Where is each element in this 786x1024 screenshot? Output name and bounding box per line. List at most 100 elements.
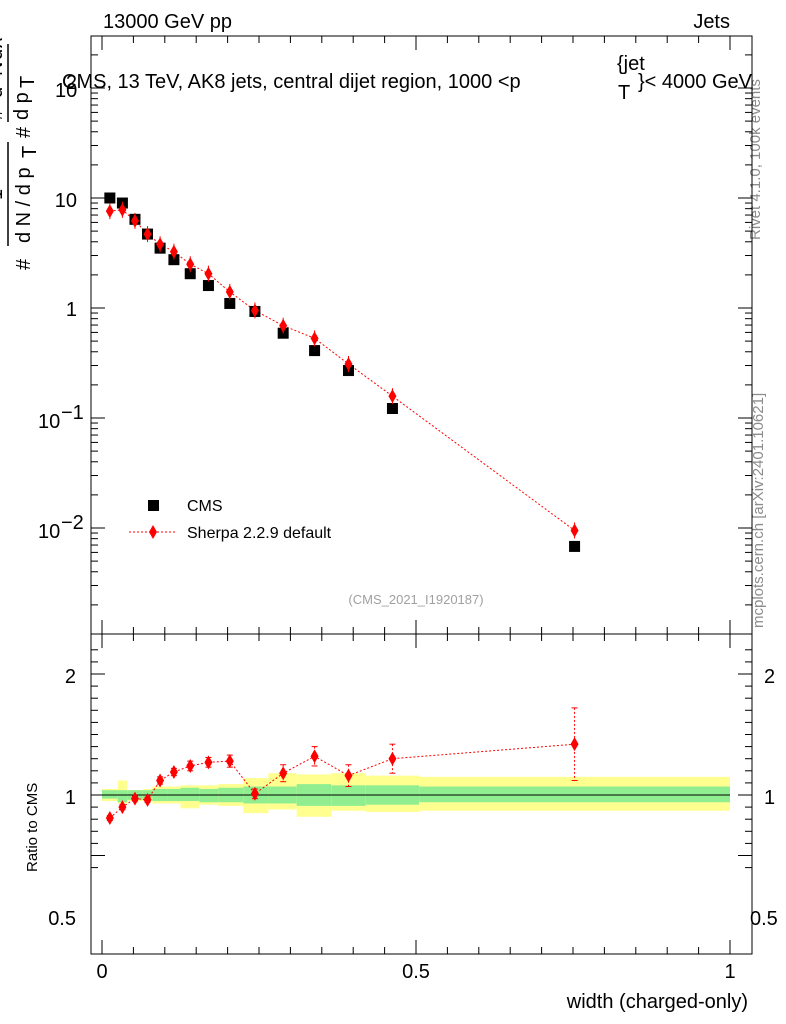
- ratio-band-inner: [117, 790, 128, 803]
- ratio-data-point: [204, 755, 213, 770]
- ratio-data-point: [169, 765, 178, 780]
- y-tick-label-0.1: 10 −1: [38, 402, 84, 433]
- svg-text:N: N: [0, 62, 7, 76]
- ratio-y-tick-label-right-1: 1: [764, 787, 775, 809]
- mc-data-point: [105, 204, 114, 219]
- mc-data-point: [130, 213, 139, 228]
- legend-data-label: CMS: [187, 498, 223, 515]
- svg-text:T: T: [19, 146, 41, 158]
- ratio-data-point: [156, 773, 165, 788]
- y-tick-label-10: 10: [55, 190, 77, 212]
- svg-text:1: 1: [0, 189, 7, 200]
- ratio-x-ticks: [101, 634, 731, 954]
- main-y-ticks: [91, 54, 752, 606]
- energy-label: 13000 GeV pp: [103, 11, 232, 33]
- mcplots-label: mcplots.cern.ch [arXiv:2401.10621]: [750, 393, 767, 628]
- mc-data-point: [169, 244, 178, 259]
- mc-data-point: [225, 284, 234, 299]
- plot-title: CMS, 13 TeV, AK8 jets, central dijet reg…: [62, 53, 753, 104]
- main-frame: [90, 35, 753, 635]
- mc-data-point: [388, 389, 397, 404]
- svg-text:#: #: [13, 258, 35, 270]
- svg-text:#: #: [13, 126, 35, 138]
- ratio-y-tick-label-2: 2: [65, 666, 76, 688]
- mc-data-point: [344, 356, 353, 371]
- svg-text:d N / d p: d N / d p: [13, 167, 35, 243]
- cms-data-point: [569, 540, 581, 552]
- main-y-axis-label: # d N / d p T 1 # d p T # d 2 N d λ: [0, 38, 41, 270]
- ratio-data-point: [130, 791, 139, 806]
- mc-data-point: [204, 266, 213, 281]
- ratio-band-inner: [102, 790, 118, 799]
- ratio-data-point: [118, 800, 127, 815]
- cms-data-point: [224, 297, 236, 309]
- ratio-y-tick-label-right-2: 2: [764, 666, 775, 688]
- ratio-y-tick-label-0.5: 0.5: [48, 908, 76, 930]
- ratio-y-tick-label-right-0.5: 0.5: [750, 908, 778, 930]
- legend: CMS Sherpa 2.2.9 default: [129, 498, 332, 542]
- legend-data-marker: [148, 500, 159, 511]
- mc-data-point: [186, 257, 195, 272]
- svg-text:−2: −2: [61, 512, 84, 534]
- ratio-data-point: [388, 751, 397, 766]
- ratio-marks: [105, 707, 579, 825]
- legend-mc-marker: [149, 525, 157, 539]
- ratio-y-axis-label: Ratio to CMS: [24, 783, 41, 872]
- cms-data-point: [309, 345, 321, 357]
- svg-text:T: T: [17, 76, 39, 88]
- ratio-band-inner: [199, 788, 219, 803]
- svg-text:10: 10: [38, 521, 60, 543]
- ratio-data-point: [250, 786, 259, 801]
- ratio-y-ticks: [91, 649, 752, 869]
- mc-data-point: [310, 331, 319, 346]
- ratio-y-tick-label-1: 1: [65, 787, 76, 809]
- ratio-band-inner: [331, 785, 366, 806]
- mc-data-point: [143, 227, 152, 242]
- ratio-data-point: [344, 768, 353, 783]
- ratio-frame: [90, 633, 753, 955]
- ratio-data-point: [143, 792, 152, 807]
- ratio-data-point: [310, 749, 319, 764]
- legend-mc-label: Sherpa 2.2.9 default: [187, 525, 332, 542]
- svg-text:d: d: [0, 87, 7, 98]
- svg-text:{jet: {jet: [617, 53, 645, 75]
- svg-text:2: 2: [66, 72, 77, 94]
- svg-text:−1: −1: [61, 402, 84, 424]
- ratio-mc-line: [109, 743, 575, 819]
- main-panel: [90, 35, 753, 635]
- analysis-id-watermark: (CMS_2021_I1920187): [348, 592, 483, 607]
- y-tick-label-0.01: 10 −2: [38, 512, 84, 543]
- rivet-label: Rivet 4.1.0, 100k events: [747, 79, 764, 240]
- ratio-panel: [90, 633, 753, 955]
- cms-data-point: [184, 268, 196, 280]
- ratio-data-point: [105, 810, 114, 825]
- svg-text:d p: d p: [11, 92, 33, 120]
- y-tick-label-100: 10 2: [55, 72, 77, 102]
- x-tick-label-0: 0: [96, 961, 107, 983]
- svg-text:10: 10: [38, 411, 60, 433]
- ratio-data-point: [186, 758, 195, 773]
- ratio-series-line: [109, 743, 575, 819]
- svg-text:CMS, 13 TeV, AK8 jets, central: CMS, 13 TeV, AK8 jets, central dijet reg…: [62, 71, 521, 93]
- mc-line: [109, 209, 575, 531]
- main-marks: [104, 192, 581, 552]
- ratio-data-point: [225, 754, 234, 769]
- mc-series-line: [109, 209, 575, 531]
- cms-data-point: [104, 192, 116, 204]
- ratio-band-inner: [180, 787, 200, 802]
- category-label: Jets: [693, 11, 730, 33]
- svg-text:#: #: [0, 108, 7, 120]
- mc-data-point: [156, 237, 165, 252]
- x-tick-label-1: 1: [724, 961, 735, 983]
- ratio-data-point: [570, 737, 579, 752]
- mc-data-point: [118, 202, 127, 217]
- svg-text:10: 10: [55, 80, 77, 102]
- mc-data-point: [570, 523, 579, 538]
- ratio-data-point: [279, 766, 288, 781]
- svg-text:d: d: [0, 49, 7, 60]
- svg-text:λ: λ: [0, 38, 7, 48]
- x-axis-label: width (charged-only): [566, 991, 748, 1013]
- x-tick-label-0.5: 0.5: [402, 961, 430, 983]
- cms-data-point: [386, 403, 398, 415]
